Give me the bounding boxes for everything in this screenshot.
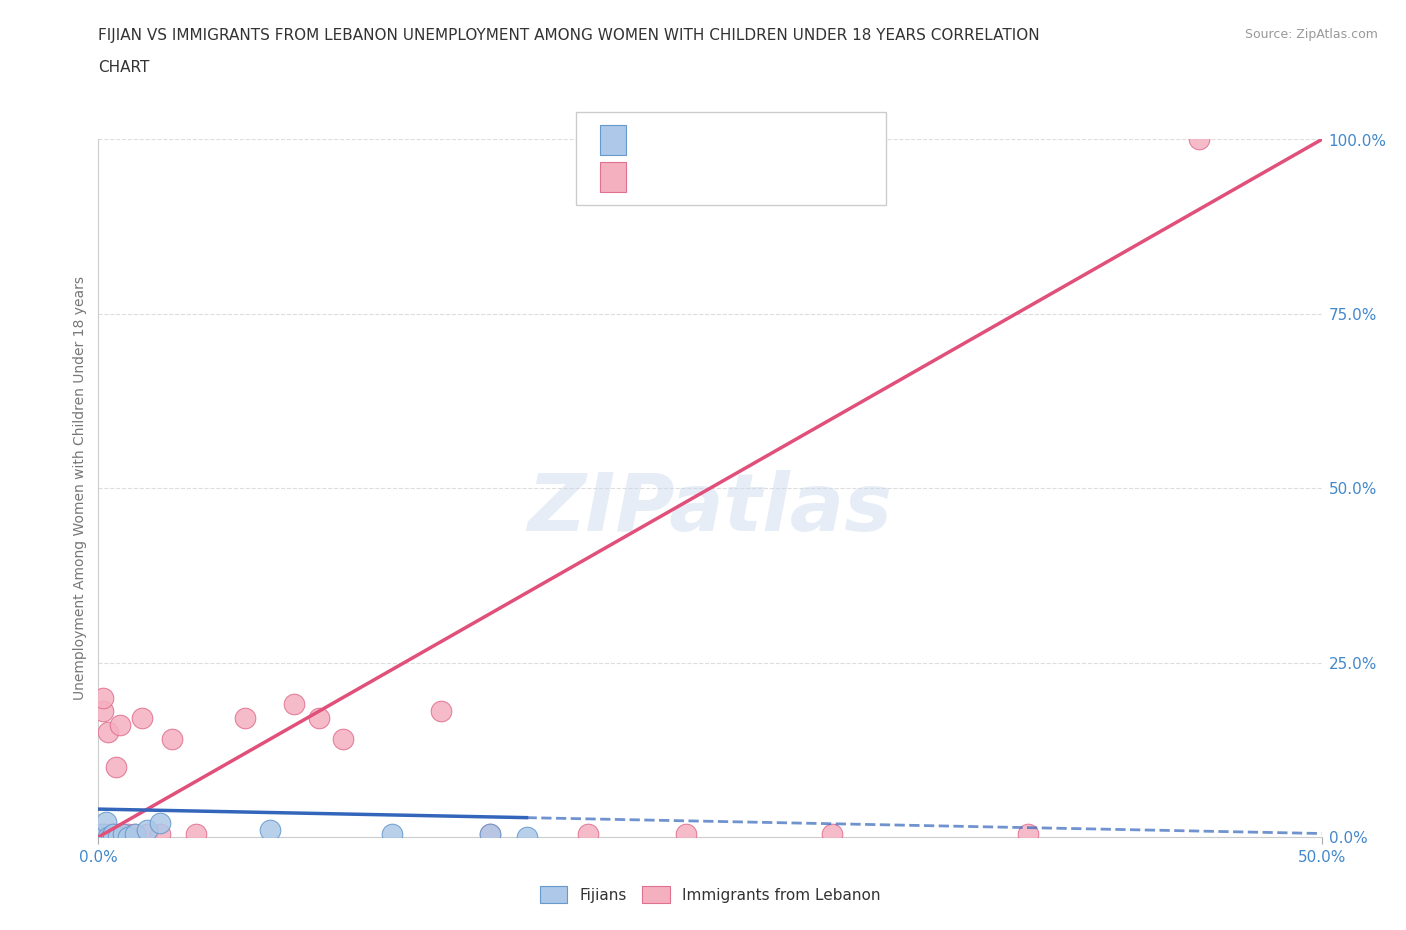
Point [107, 826, 129, 841]
Point [186, 826, 208, 841]
Point [160, 732, 183, 747]
Point [124, 826, 146, 841]
Text: ZIPatlas: ZIPatlas [527, 471, 893, 548]
Point [1017, 826, 1039, 841]
Point [91, 704, 114, 719]
Point [478, 826, 501, 841]
Text: -0.177: -0.177 [679, 127, 733, 146]
Text: Source: ZipAtlas.com: Source: ZipAtlas.com [1244, 28, 1378, 41]
Point [332, 732, 354, 747]
Point [90, 826, 112, 841]
Point [124, 826, 146, 841]
Text: R =: R = [637, 127, 673, 146]
Point [100, 830, 122, 844]
Point [104, 760, 127, 775]
Point [259, 823, 281, 837]
Text: 39: 39 [792, 165, 813, 183]
Point [101, 826, 124, 841]
Point [100, 826, 122, 841]
Point [136, 823, 159, 837]
Text: 0.900: 0.900 [679, 165, 727, 183]
Point [149, 816, 172, 830]
Point [91, 690, 114, 705]
Point [233, 711, 256, 725]
Point [308, 711, 330, 725]
Point [283, 698, 305, 712]
Point [101, 826, 124, 841]
Point [821, 826, 844, 841]
Point [136, 826, 159, 841]
Point [97, 830, 120, 844]
Text: CHART: CHART [98, 60, 150, 75]
Point [117, 826, 139, 841]
Point [91, 826, 114, 841]
Point [94, 815, 117, 830]
Point [149, 826, 172, 841]
Point [381, 826, 404, 841]
Text: R =: R = [637, 165, 673, 183]
Point [1188, 132, 1211, 147]
Text: N =: N = [752, 165, 789, 183]
Text: N =: N = [752, 127, 789, 146]
Point [107, 830, 129, 844]
Point [111, 826, 134, 841]
Legend: Fijians, Immigrants from Lebanon: Fijians, Immigrants from Lebanon [534, 880, 886, 910]
Point [478, 826, 501, 841]
Text: 15: 15 [792, 127, 813, 146]
Point [515, 830, 537, 844]
Y-axis label: Unemployment Among Women with Children Under 18 years: Unemployment Among Women with Children U… [73, 276, 87, 700]
Text: FIJIAN VS IMMIGRANTS FROM LEBANON UNEMPLOYMENT AMONG WOMEN WITH CHILDREN UNDER 1: FIJIAN VS IMMIGRANTS FROM LEBANON UNEMPL… [98, 28, 1040, 43]
Point [111, 826, 134, 841]
Point [430, 704, 453, 719]
Point [576, 826, 599, 841]
Point [131, 711, 153, 725]
Point [675, 826, 697, 841]
Point [110, 718, 132, 733]
Point [117, 830, 139, 844]
Point [94, 826, 117, 841]
Point [97, 725, 120, 740]
